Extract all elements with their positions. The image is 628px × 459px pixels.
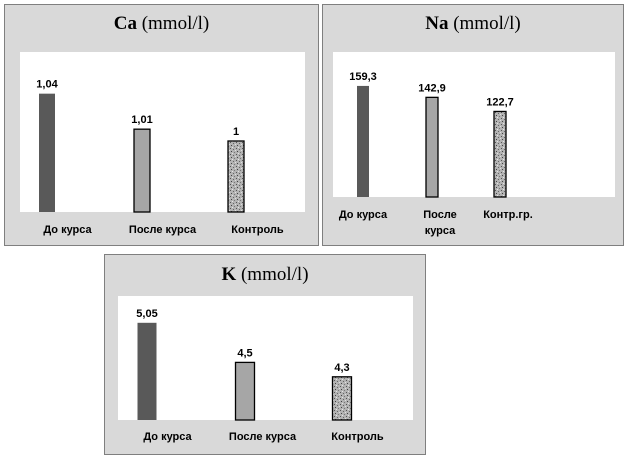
category-label: Контр.гр. bbox=[483, 209, 533, 221]
category-label: После курса bbox=[228, 431, 297, 443]
bar-3 bbox=[331, 376, 353, 421]
bar-3 bbox=[493, 110, 507, 198]
data-label-1: 1,04 bbox=[36, 79, 58, 91]
chart-panel-na: Na (mmol/l) 159,3 142,9 122,7 До курса Пос… bbox=[322, 4, 624, 246]
category-label: До курса bbox=[338, 209, 388, 221]
bar-2 bbox=[425, 96, 439, 198]
data-label-3: 122,7 bbox=[486, 96, 514, 108]
plot-area-na: 159,3 142,9 122,7 bbox=[333, 52, 615, 198]
plot-area-k: 5,05 4,5 4,3 bbox=[118, 296, 413, 421]
bar-1 bbox=[137, 322, 157, 420]
chart-title-k: K (mmol/l) bbox=[105, 264, 425, 286]
plot-area-ca: 1,04 1,01 1 bbox=[20, 52, 305, 213]
category-label: Контроль bbox=[331, 431, 384, 443]
chart-title-element: Ca bbox=[113, 13, 137, 34]
chart-title-element: K bbox=[221, 264, 237, 285]
data-label-2: 1,01 bbox=[131, 114, 152, 126]
chart-title-unit: (mmol/l) bbox=[136, 13, 210, 34]
chart-title-unit: (mmol/l) bbox=[448, 13, 521, 34]
category-label: До курса bbox=[143, 431, 192, 443]
bar-1 bbox=[39, 93, 55, 212]
data-label-2: 142,9 bbox=[418, 82, 446, 94]
chart-title-na: Na (mmol/l) bbox=[323, 13, 623, 35]
data-label-3: 4,3 bbox=[334, 362, 349, 374]
data-label-1: 5,05 bbox=[136, 308, 157, 320]
bar-chart-na: 159,3 142,9 122,7 bbox=[349, 71, 514, 198]
bar-2 bbox=[133, 128, 151, 213]
chart-title-element: Na bbox=[425, 13, 449, 34]
bar-chart-ca: 1,04 1,01 1 bbox=[36, 79, 245, 213]
chart-panel-ca: Ca (mmol/l) 1,04 1,01 1 До курса После кур… bbox=[4, 4, 319, 246]
bar-2 bbox=[234, 361, 256, 421]
data-label-3: 1 bbox=[233, 126, 239, 138]
chart-title-ca: Ca (mmol/l) bbox=[5, 13, 318, 35]
bar-1 bbox=[357, 85, 369, 197]
data-label-1: 159,3 bbox=[349, 71, 377, 83]
bar-3 bbox=[227, 140, 245, 213]
chart-panel-k: K (mmol/l) 5,05 4,5 4,3 До курса После кур… bbox=[104, 254, 426, 455]
category-label: После курса bbox=[423, 209, 457, 237]
bar-chart-k: 5,05 4,5 4,3 bbox=[136, 308, 353, 421]
category-label: Контроль bbox=[231, 224, 284, 236]
category-label: После курса bbox=[128, 224, 197, 236]
chart-title-unit: (mmol/l) bbox=[236, 264, 309, 285]
category-label: До курса bbox=[43, 224, 92, 236]
data-label-2: 4,5 bbox=[237, 347, 252, 359]
